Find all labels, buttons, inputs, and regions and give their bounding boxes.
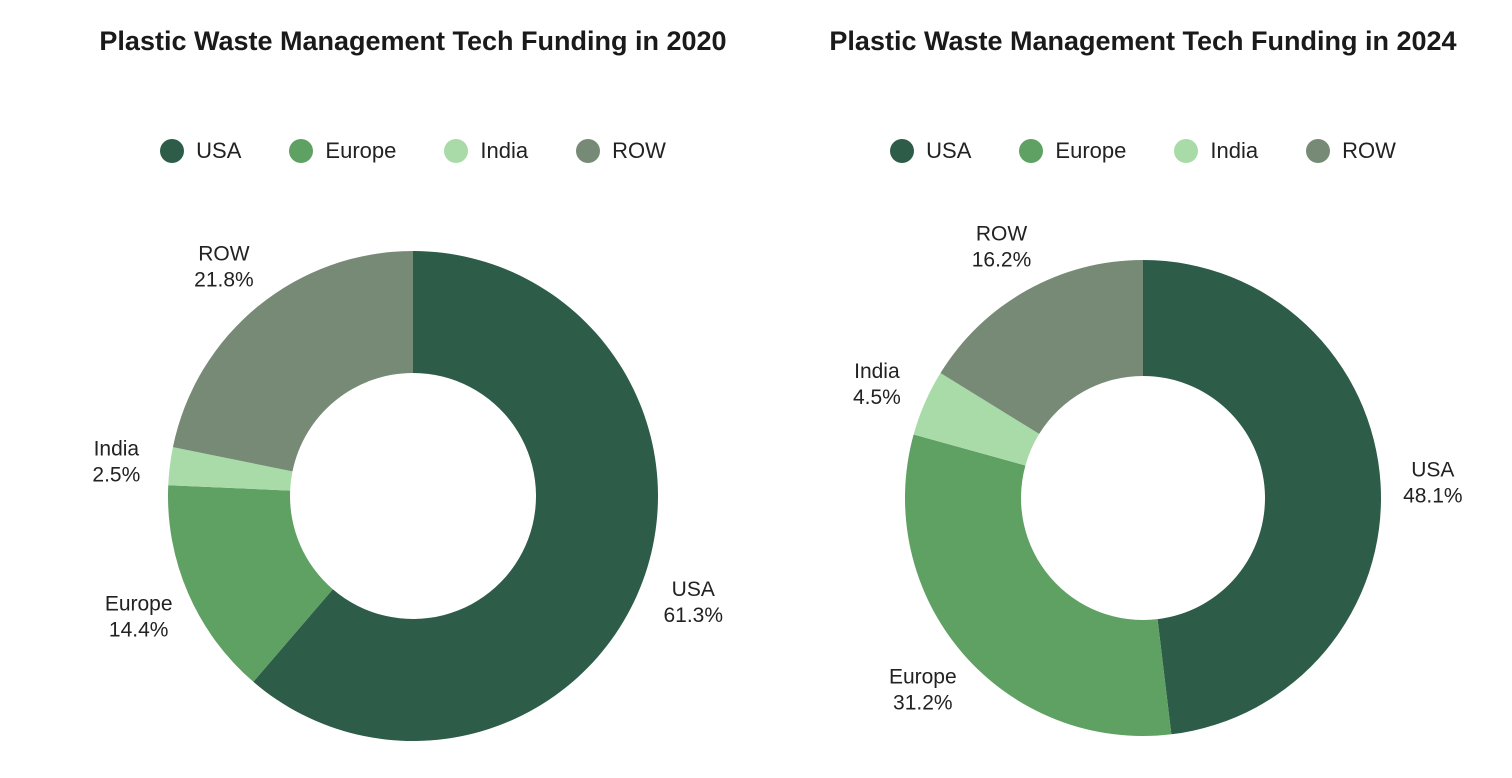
legend-label: ROW <box>1342 138 1396 163</box>
legend-item-india[interactable]: India <box>1174 138 1258 164</box>
legend-swatch <box>1019 139 1044 163</box>
legend: USA Europe India ROW <box>765 138 1512 164</box>
legend-swatch <box>160 139 185 163</box>
donut-chart: USA 61.3% Europe 14.4% India 2.5% ROW 21.8% <box>92 243 723 741</box>
legend-label: India <box>1210 138 1259 163</box>
legend-label: India <box>480 138 529 163</box>
legend-label: Europe <box>325 138 397 163</box>
data-label-india: India 4.5% <box>853 360 901 409</box>
chart-2024: Plastic Waste Management Tech Funding in… <box>765 0 1512 778</box>
legend-swatch <box>576 139 601 163</box>
legend-item-india[interactable]: India <box>444 138 528 164</box>
slice-india[interactable] <box>913 373 1040 466</box>
chart-title: Plastic Waste Management Tech Funding in… <box>829 26 1457 56</box>
legend-item-row[interactable]: ROW <box>1306 138 1396 164</box>
legend-label: USA <box>926 138 972 163</box>
legend-swatch <box>1306 139 1331 163</box>
legend-item-usa[interactable]: USA <box>890 138 971 164</box>
data-label-row: ROW 16.2% <box>972 222 1032 271</box>
donut-chart: USA 48.1% Europe 31.2% India 4.5% ROW 16.2% <box>853 222 1463 736</box>
data-label-europe: Europe 14.4% <box>105 593 173 642</box>
legend-swatch <box>890 139 915 163</box>
data-label-row: ROW 21.8% <box>194 243 254 292</box>
slice-europe[interactable] <box>905 434 1172 736</box>
legend-label: Europe <box>1055 138 1127 163</box>
slice-usa[interactable] <box>253 251 659 741</box>
legend-swatch <box>1174 139 1199 163</box>
data-label-usa: USA 48.1% <box>1403 459 1463 508</box>
data-label-india: India 2.5% <box>92 437 140 486</box>
legend: USA Europe India ROW <box>35 138 791 164</box>
legend-item-row[interactable]: ROW <box>576 138 666 164</box>
slice-usa[interactable] <box>1143 260 1381 735</box>
slice-row[interactable] <box>172 251 413 472</box>
legend-swatch <box>444 139 469 163</box>
legend-item-europe[interactable]: Europe <box>1019 138 1126 164</box>
legend-label: USA <box>196 138 242 163</box>
chart-title: Plastic Waste Management Tech Funding in… <box>99 26 727 56</box>
legend-item-europe[interactable]: Europe <box>289 138 396 164</box>
chart-2020: Plastic Waste Management Tech Funding in… <box>35 0 791 778</box>
data-label-europe: Europe 31.2% <box>889 665 957 714</box>
slice-india[interactable] <box>168 447 293 491</box>
slice-europe[interactable] <box>168 485 333 682</box>
slice-row[interactable] <box>940 260 1143 434</box>
data-label-usa: USA 61.3% <box>663 578 723 627</box>
legend-label: ROW <box>612 138 666 163</box>
legend-item-usa[interactable]: USA <box>160 138 241 164</box>
legend-swatch <box>289 139 314 163</box>
